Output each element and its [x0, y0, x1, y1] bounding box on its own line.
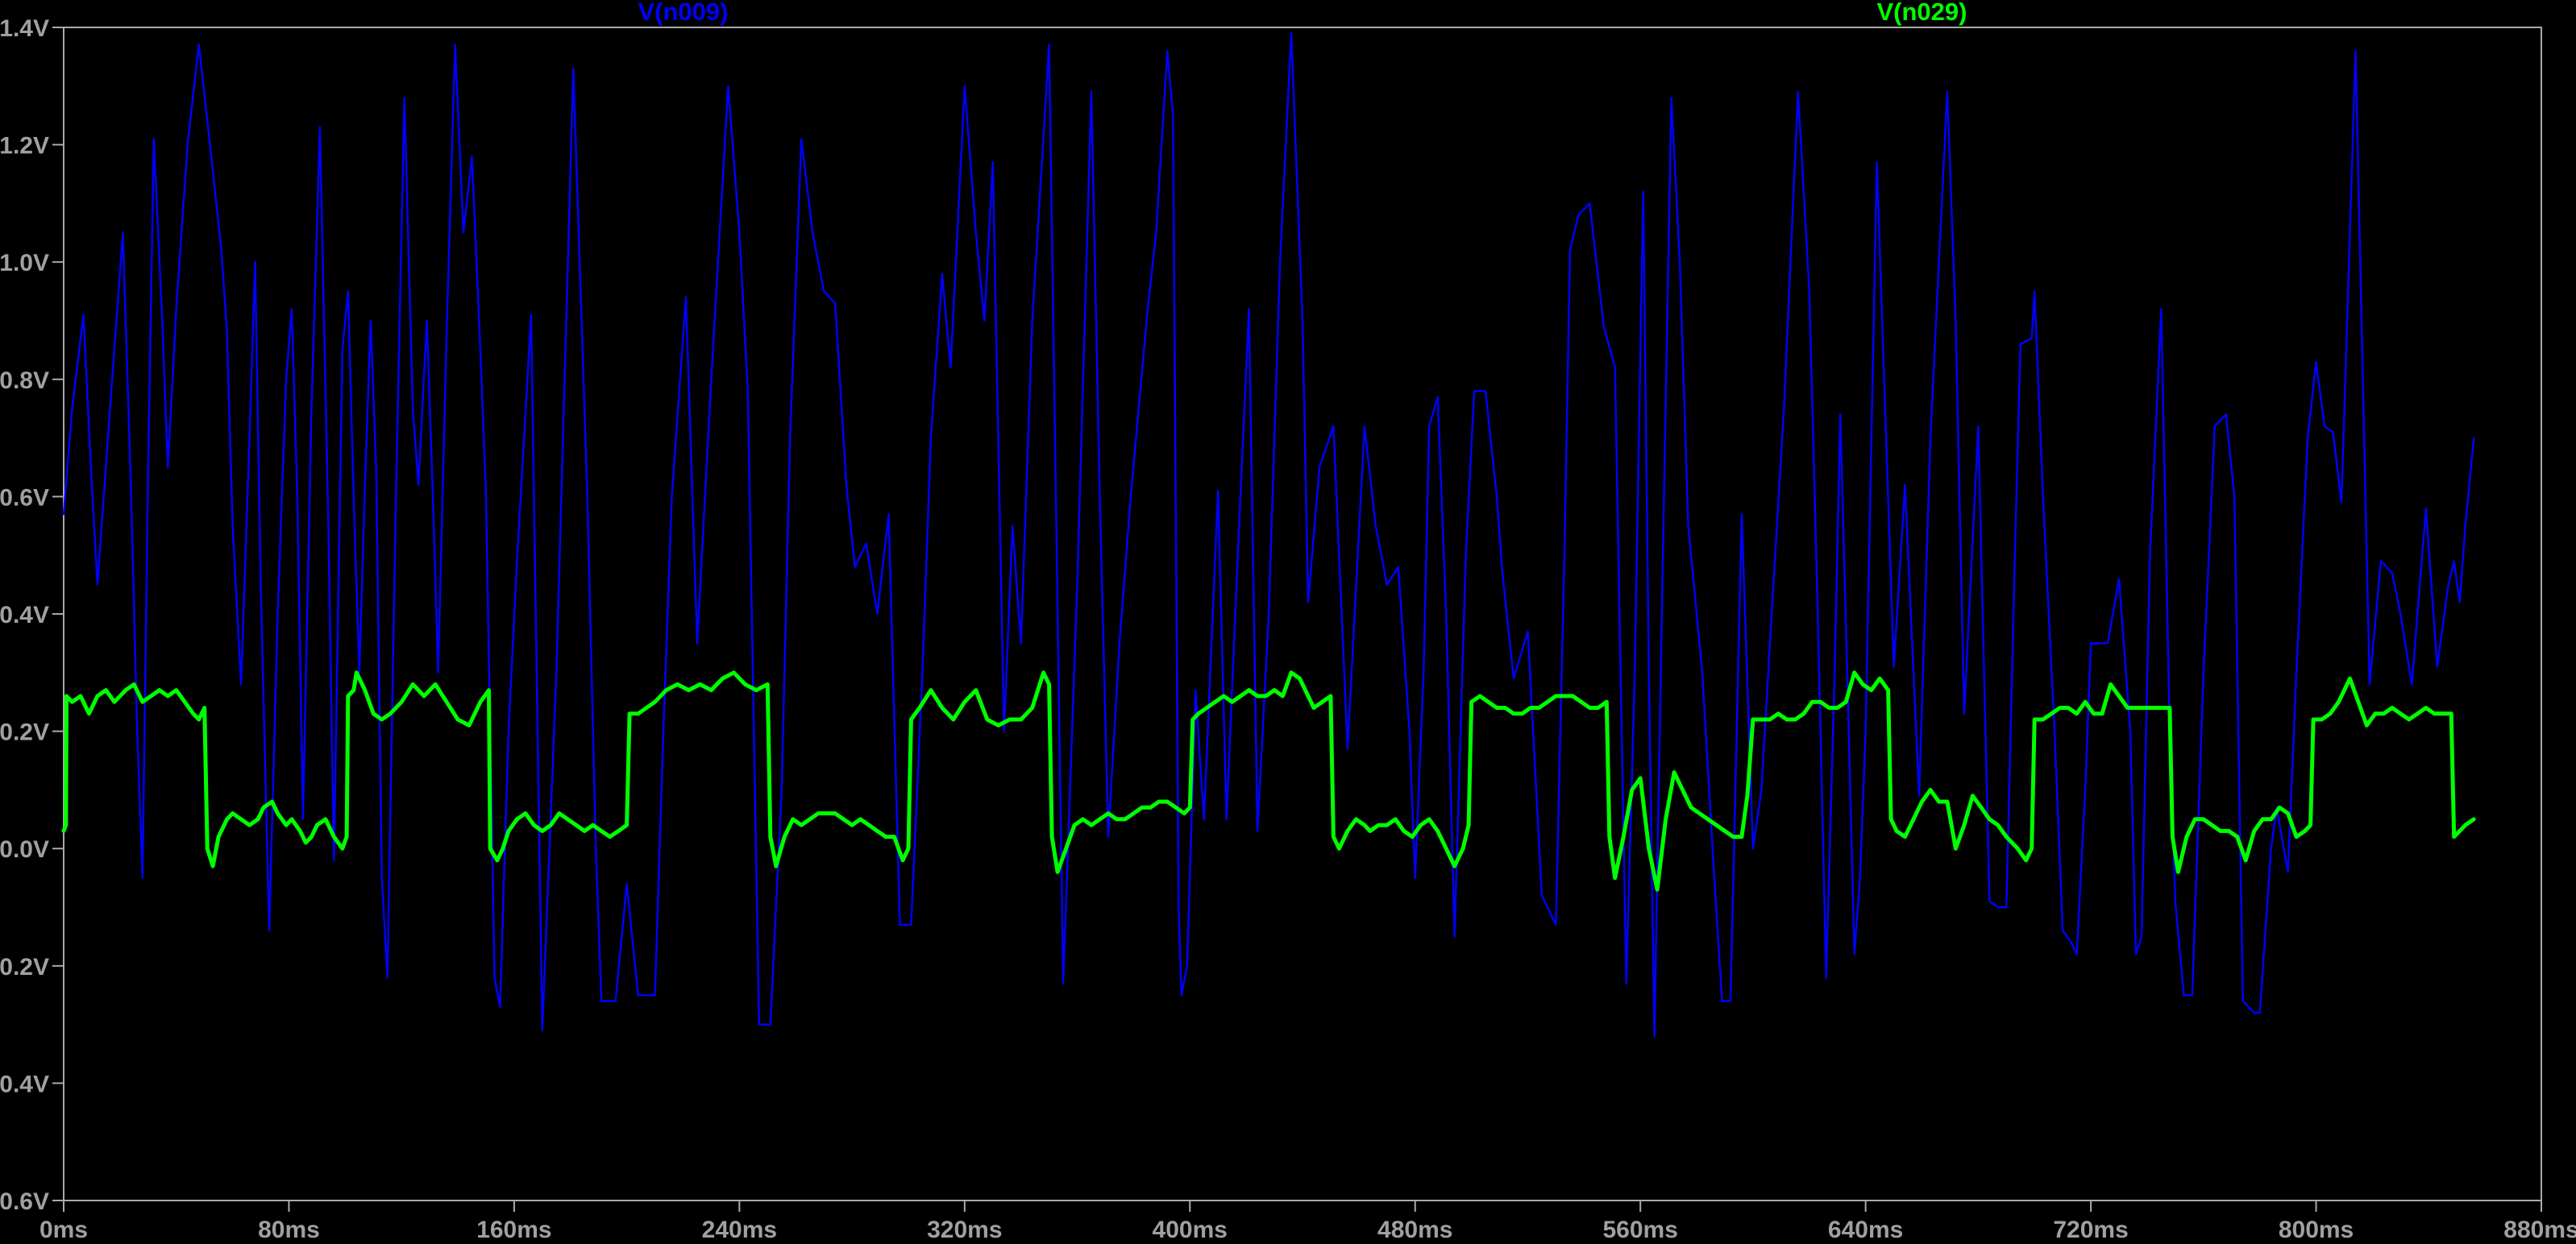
trace-v-n029 [61, 670, 2476, 892]
y-tick-label: 1.4V [0, 15, 49, 42]
x-tick-label: 640ms [1828, 1217, 1903, 1243]
legend-label-v-n029[interactable]: V(n029) [1877, 0, 1967, 26]
x-tick-label: 800ms [2279, 1217, 2354, 1243]
y-tick-label: -0.2V [0, 954, 49, 981]
y-tick-label: 0.4V [0, 602, 49, 628]
x-tick-label: 320ms [927, 1217, 1002, 1243]
axis-tick-labels: 0ms 80ms 160ms 240ms 320ms 400ms 480ms 560ms 640… [0, 15, 2576, 1243]
y-tick-label: 1.0V [0, 250, 49, 276]
x-tick-label: 720ms [2053, 1217, 2128, 1243]
x-tick-label: 0ms [39, 1217, 88, 1243]
x-tick-label: 880ms [2503, 1217, 2576, 1243]
y-tick-label: 1.2V [0, 133, 49, 160]
x-tick-label: 400ms [1153, 1217, 1228, 1243]
y-tick-label: 0.6V [0, 484, 49, 511]
plot-frame [63, 27, 2542, 1201]
x-tick-label: 160ms [476, 1217, 551, 1243]
x-tick-label: 240ms [702, 1217, 777, 1243]
x-tick-label: 480ms [1377, 1217, 1452, 1243]
y-tick-label: 0.2V [0, 719, 49, 746]
legend: V(n009) V(n029) [638, 0, 1967, 26]
trace-v-n009 [62, 32, 2475, 1038]
x-tick-label: 560ms [1602, 1217, 1677, 1243]
legend-label-v-n009[interactable]: V(n009) [638, 0, 729, 26]
plot-border [63, 27, 2542, 1201]
x-tick-label: 80ms [258, 1217, 320, 1243]
axis-ticks [52, 27, 2542, 1212]
y-tick-label: 0.0V [0, 836, 49, 863]
y-tick-label: -0.4V [0, 1071, 49, 1097]
y-tick-label: -0.6V [0, 1188, 49, 1215]
y-tick-label: 0.8V [0, 367, 49, 394]
traces [61, 32, 2476, 1038]
